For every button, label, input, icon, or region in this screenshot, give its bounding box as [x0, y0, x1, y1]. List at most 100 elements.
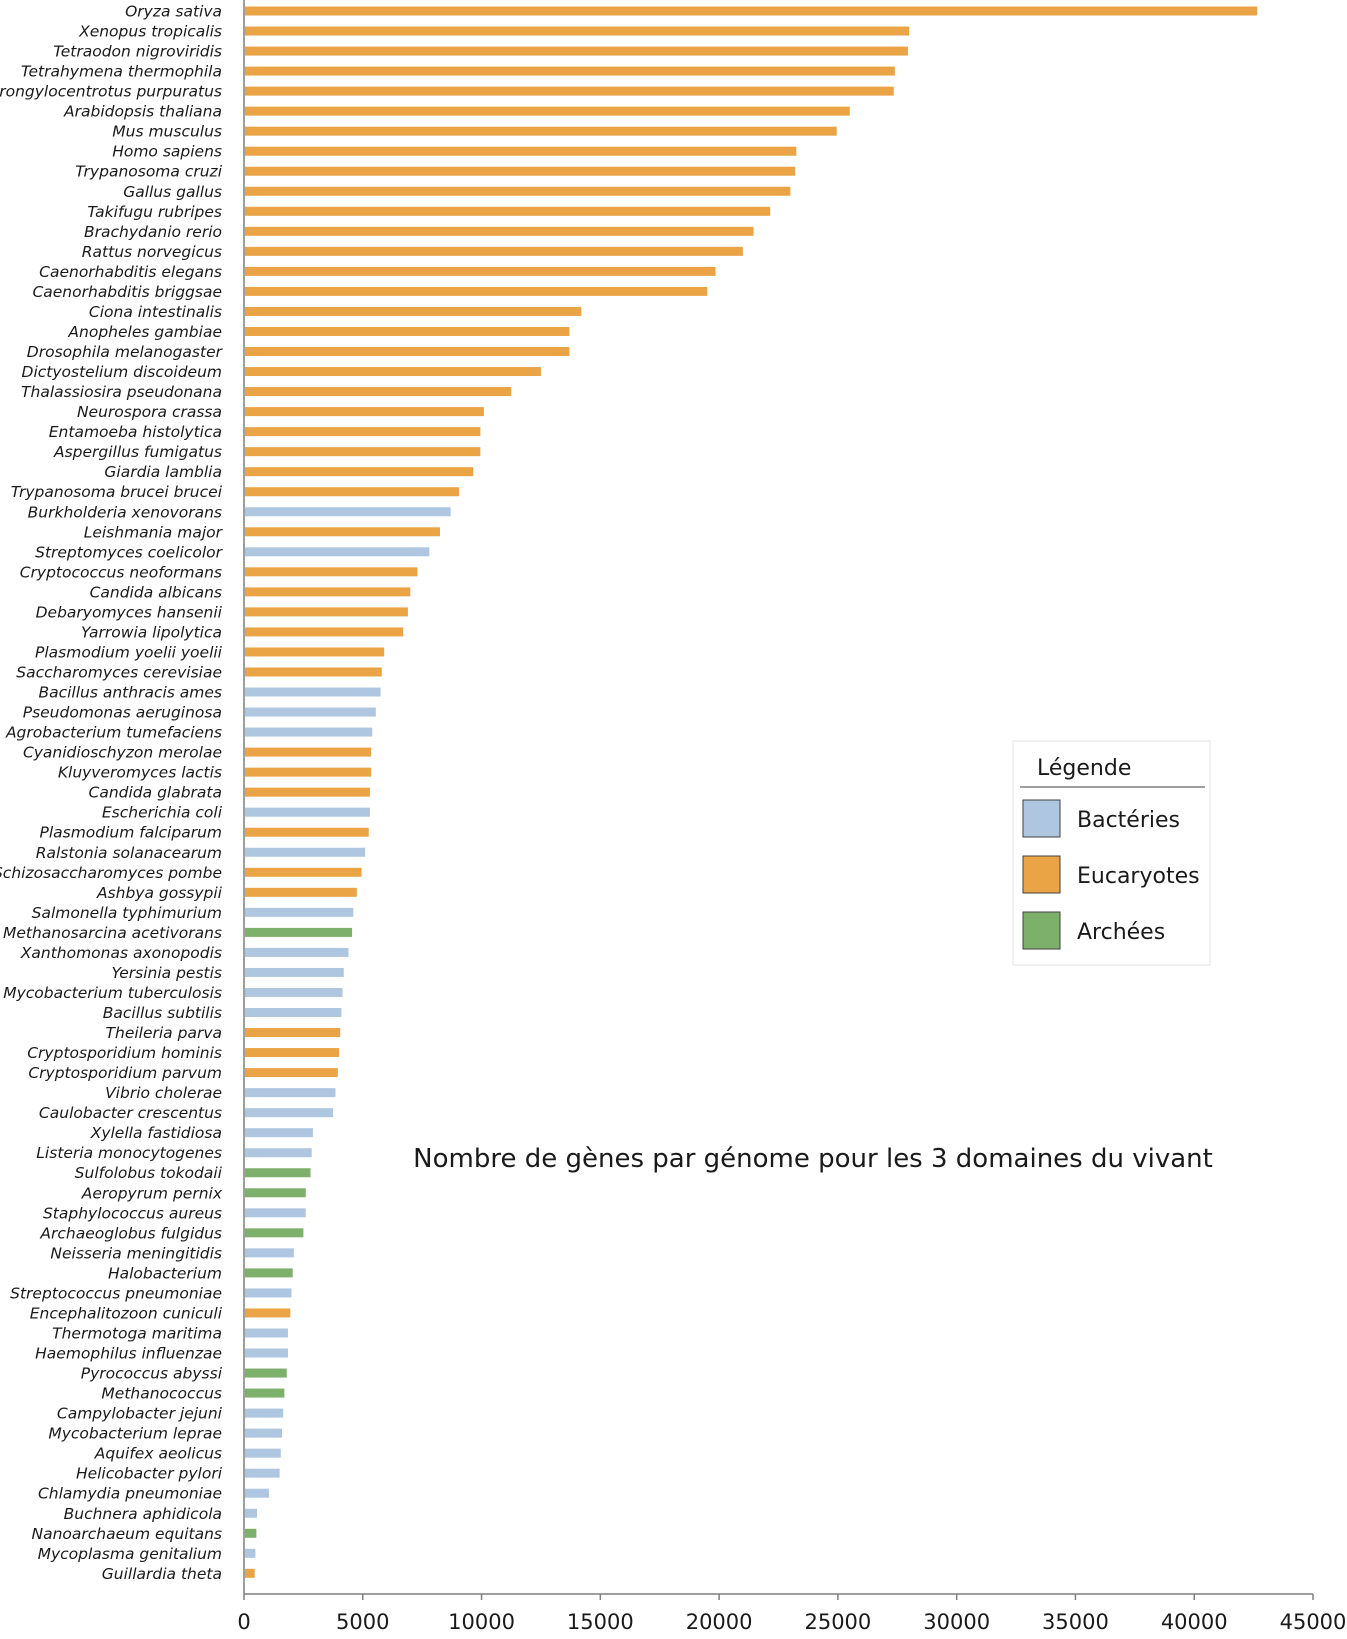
bar-kluyveromyces-lactis	[245, 767, 372, 777]
label-ashbya-gossypii: Ashbya gossypii	[96, 884, 223, 902]
bar-yarrowia-lipolytica	[245, 627, 404, 637]
bar-listeria-monocytogenes	[245, 1148, 312, 1158]
label-archaeoglobus-fulgidus: Archaeoglobus fulgidus	[39, 1224, 222, 1242]
bar-aspergillus-fumigatus	[245, 447, 481, 457]
bar-campylobacter-jejuni	[245, 1408, 284, 1418]
x-tick-label-25000: 25000	[804, 1610, 871, 1634]
bar-escherichia-coli	[245, 807, 370, 817]
label-leishmania-major: Leishmania major	[84, 523, 224, 541]
x-tick-label-35000: 35000	[1042, 1610, 1109, 1634]
label-chlamydia-pneumoniae: Chlamydia pneumoniae	[38, 1485, 222, 1503]
bar-nanoarchaeum-equitans	[245, 1528, 257, 1538]
bar-encephalitozoon-cuniculi	[245, 1308, 291, 1318]
bar-methanococcus	[245, 1388, 285, 1398]
x-tick-label-20000: 20000	[686, 1610, 753, 1634]
bar-bacillus-subtilis	[245, 1008, 342, 1017]
label-trypanosoma-brucei-brucei: Trypanosoma brucei brucei	[11, 483, 223, 501]
bar-sulfolobus-tokodaii	[245, 1168, 311, 1178]
label-yersinia-pestis: Yersinia pestis	[111, 964, 222, 982]
label-cyanidioschyzon-merolae: Cyanidioschyzon merolae	[23, 744, 222, 762]
label-agrobacterium-tumefaciens: Agrobacterium tumefaciens	[5, 724, 222, 742]
bar-buchnera-aphidicola	[245, 1508, 258, 1518]
label-vibrio-cholerae: Vibrio cholerae	[105, 1084, 222, 1102]
legend-entries: Bactéries Eucaryotes Archées	[1022, 799, 1200, 950]
label-plasmodium-yoelii-yoelii: Plasmodium yoelii yoelii	[35, 643, 223, 661]
label-yarrowia-lipolytica: Yarrowia lipolytica	[81, 623, 222, 641]
bar-caulobacter-crescentus	[245, 1108, 334, 1118]
label-mycobacterium-tuberculosis: Mycobacterium tuberculosis	[3, 984, 222, 1002]
label-aspergillus-fumigatus: Aspergillus fumigatus	[53, 443, 222, 461]
legend-title: Légende	[1037, 756, 1131, 781]
bar-takifugu-rubripes	[245, 206, 771, 216]
bar-pseudomonas-aeruginosa	[245, 707, 376, 717]
bar-leishmania-major	[245, 527, 440, 537]
bar-salmonella-typhimurium	[245, 907, 354, 917]
bar-thermotoga-maritima	[245, 1328, 288, 1338]
label-cryptosporidium-hominis: Cryptosporidium hominis	[27, 1044, 222, 1062]
label-entamoeba-histolytica: Entamoeba histolytica	[49, 423, 222, 441]
bar-yersinia-pestis	[245, 967, 344, 977]
bar-dictyostelium-discoideum	[245, 367, 541, 377]
bar-xenopus-tropicalis	[245, 26, 910, 36]
label-thermotoga-maritima: Thermotoga maritima	[52, 1324, 222, 1342]
bar-streptomyces-coelicolor	[245, 547, 430, 557]
label-theileria-parva: Theileria parva	[106, 1024, 222, 1042]
label-methanosarcina-acetivorans: Methanosarcina acetivorans	[3, 924, 222, 942]
label-campylobacter-jejuni: Campylobacter jejuni	[57, 1405, 223, 1423]
label-haemophilus-influenzae: Haemophilus influenzae	[35, 1345, 222, 1363]
legend-swatch-bact-ries	[1022, 799, 1061, 838]
label-neisseria-meningitidis: Neisseria meningitidis	[50, 1244, 222, 1262]
label-takifugu-rubripes: Takifugu rubripes	[87, 203, 222, 221]
label-anopheles-gambiae: Anopheles gambiae	[67, 323, 222, 341]
bar-mus-musculus	[245, 126, 837, 136]
label-buchnera-aphidicola: Buchnera aphidicola	[64, 1505, 222, 1523]
x-tick-label-40000: 40000	[1161, 1610, 1228, 1634]
label-pseudomonas-aeruginosa: Pseudomonas aeruginosa	[23, 704, 222, 722]
label-helicobacter-pylori: Helicobacter pylori	[76, 1465, 223, 1483]
label-trypanosoma-cruzi: Trypanosoma cruzi	[75, 163, 222, 181]
label-xylella-fastidiosa: Xylella fastidiosa	[90, 1124, 222, 1142]
bar-brachydanio-rerio	[245, 226, 754, 236]
bar-mycobacterium-tuberculosis	[245, 987, 343, 997]
label-caulobacter-crescentus: Caulobacter crescentus	[39, 1104, 222, 1122]
label-neurospora-crassa: Neurospora crassa	[77, 403, 222, 421]
bar-mycobacterium-leprae	[245, 1428, 283, 1438]
label-mycoplasma-genitalium: Mycoplasma genitalium	[38, 1545, 222, 1563]
label-streptococcus-pneumoniae: Streptococcus pneumoniae	[10, 1284, 222, 1302]
bar-chlamydia-pneumoniae	[245, 1488, 269, 1498]
bar-gallus-gallus	[245, 186, 791, 196]
x-tick-label-15000: 15000	[567, 1610, 634, 1634]
label-dictyostelium-discoideum: Dictyostelium discoideum	[22, 363, 222, 381]
label-drosophila-melanogaster: Drosophila melanogaster	[27, 343, 224, 361]
label-staphylococcus-aureus: Staphylococcus aureus	[43, 1204, 222, 1222]
legend-swatch-eucaryotes	[1022, 855, 1061, 894]
label-candida-albicans: Candida albicans	[90, 583, 222, 601]
bar-plasmodium-falciparum	[245, 827, 369, 837]
legend-label-eucaryotes: Eucaryotes	[1077, 864, 1200, 889]
bar-aeropyrum-pernix	[245, 1188, 306, 1198]
x-tick-label-45000: 45000	[1280, 1610, 1347, 1634]
bar-archaeoglobus-fulgidus	[245, 1228, 304, 1238]
bar-candida-albicans	[245, 587, 411, 597]
label-homo-sapiens: Homo sapiens	[112, 143, 222, 161]
label-gallus-gallus: Gallus gallus	[123, 183, 222, 201]
bar-rattus-norvegicus	[245, 246, 743, 256]
label-kluyveromyces-lactis: Kluyveromyces lactis	[58, 764, 222, 782]
label-schizosaccharomyces-pombe: Schizosaccharomyces pombe	[0, 864, 222, 882]
label-cryptosporidium-parvum: Cryptosporidium parvum	[28, 1064, 222, 1082]
bar-theileria-parva	[245, 1028, 341, 1038]
bar-schizosaccharomyces-pombe	[245, 867, 362, 877]
label-giardia-lamblia: Giardia lamblia	[104, 463, 222, 481]
label-rattus-norvegicus: Rattus norvegicus	[82, 243, 222, 261]
label-ralstonia-solanacearum: Ralstonia solanacearum	[36, 844, 222, 862]
bar-cryptosporidium-hominis	[245, 1048, 340, 1058]
label-xenopus-tropicalis: Xenopus tropicalis	[78, 23, 222, 41]
bar-entamoeba-histolytica	[245, 427, 481, 437]
label-nanoarchaeum-equitans: Nanoarchaeum equitans	[32, 1525, 222, 1543]
label-xanthomonas-axonopodis: Xanthomonas axonopodis	[20, 944, 222, 962]
bar-vibrio-cholerae	[245, 1088, 336, 1098]
label-mycobacterium-leprae: Mycobacterium leprae	[48, 1425, 222, 1443]
label-pyrococcus-abyssi: Pyrococcus abyssi	[81, 1365, 223, 1383]
label-methanococcus: Methanococcus	[101, 1385, 222, 1403]
bar-anopheles-gambiae	[245, 326, 570, 336]
